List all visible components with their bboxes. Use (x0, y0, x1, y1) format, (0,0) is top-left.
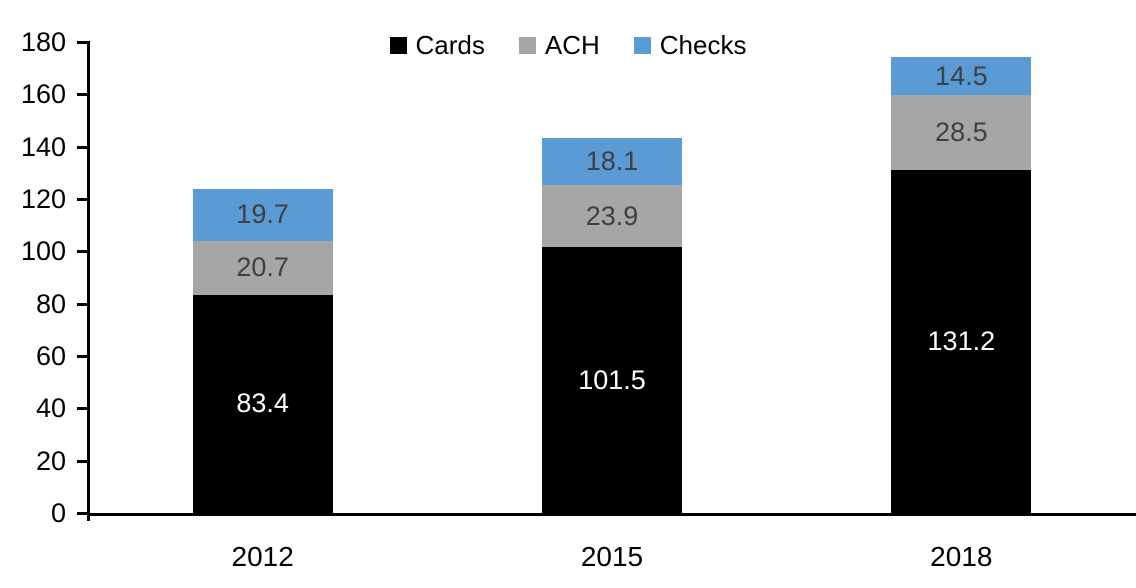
y-tick-label: 40 (35, 393, 66, 424)
bar-segment-checks-2018: 14.5 (891, 57, 1032, 96)
legend-label: Checks (659, 30, 747, 60)
x-axis-line (87, 513, 1136, 516)
bar-segment-cards-2018: 131.2 (891, 169, 1032, 513)
legend-item-ach: ACH (518, 30, 600, 60)
bar-segment-cards-2012: 83.4 (192, 294, 333, 513)
y-axis-line (87, 41, 90, 521)
y-tick-mark (77, 145, 90, 149)
x-category-label: 2012 (231, 541, 294, 572)
bar-segment-ach-2018: 28.5 (891, 95, 1032, 170)
x-category-label: 2018 (930, 541, 993, 572)
y-tick-mark (77, 512, 90, 515)
y-tick-mark (77, 41, 90, 44)
bar-segment-ach-2015: 23.9 (542, 184, 682, 248)
y-tick-label: 60 (35, 341, 66, 371)
bar-segment-ach-2012: 20.7 (192, 240, 333, 295)
bar-value-label: 131.2 (927, 325, 996, 356)
y-tick-mark (77, 407, 90, 411)
y-tick-mark (77, 355, 90, 358)
y-tick-label: 20 (35, 445, 66, 476)
y-tick-mark (77, 250, 90, 254)
y-tick-label: 140 (20, 131, 66, 162)
bar-value-label: 20.7 (236, 252, 289, 283)
bar-segment-checks-2012: 19.7 (192, 189, 333, 241)
legend-marker-icon (633, 36, 651, 54)
y-tick-label: 160 (20, 79, 66, 110)
bar-value-label: 23.9 (585, 200, 639, 231)
bar-value-label: 14.5 (935, 60, 988, 91)
bar-segment-checks-2015: 18.1 (542, 137, 682, 185)
y-tick-label: 80 (35, 288, 66, 319)
legend-marker-icon (518, 36, 536, 54)
y-tick-label: 0 (50, 498, 66, 528)
y-tick-mark (77, 93, 90, 97)
y-tick-mark (77, 302, 90, 306)
y-tick-mark (77, 198, 90, 201)
y-tick-label: 120 (20, 184, 66, 214)
bar-value-label: 28.5 (935, 116, 988, 147)
legend-marker-icon (389, 36, 407, 54)
x-category-label: 2015 (580, 541, 644, 572)
y-tick-label: 180 (20, 27, 66, 57)
legend-item-checks: Checks (633, 30, 747, 60)
legend-item-cards: Cards (389, 30, 485, 60)
bar-value-label: 101.5 (578, 364, 646, 395)
chart-legend: Cards ACH Checks (0, 32, 1136, 58)
bar-value-label: 83.4 (236, 388, 289, 419)
y-tick-label: 100 (20, 236, 66, 267)
bar-segment-cards-2015: 101.5 (542, 247, 682, 513)
bar-value-label: 19.7 (236, 199, 289, 230)
legend-label: Cards (415, 30, 485, 60)
y-tick-mark (77, 459, 90, 463)
bar-value-label: 18.1 (585, 145, 639, 176)
legend-label: ACH (544, 30, 600, 60)
